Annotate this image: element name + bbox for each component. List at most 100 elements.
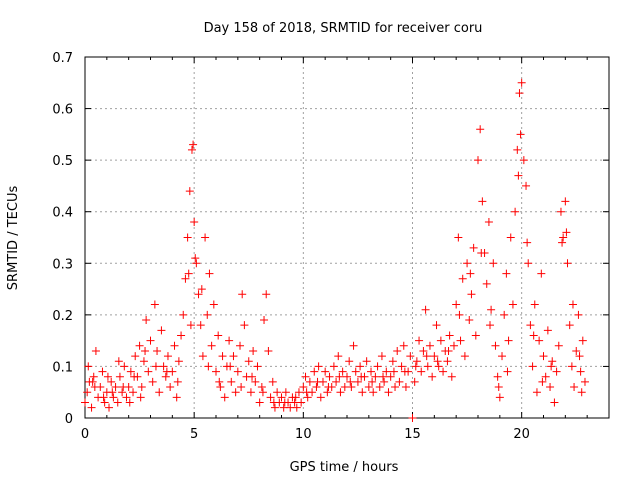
data-point <box>561 197 570 206</box>
data-point <box>351 367 360 376</box>
data-point <box>411 362 420 371</box>
data-point <box>226 362 235 371</box>
data-point <box>90 383 99 392</box>
data-point <box>107 377 116 386</box>
data-point <box>389 367 398 376</box>
data-point <box>412 357 421 366</box>
data-point <box>174 357 183 366</box>
data-point <box>434 362 443 371</box>
data-point <box>539 352 548 361</box>
data-point <box>229 352 238 361</box>
data-point <box>556 207 565 216</box>
data-point <box>397 362 406 371</box>
y-tick-label: 0.1 <box>52 360 73 375</box>
data-point <box>203 310 212 319</box>
data-point <box>563 259 572 268</box>
data-point <box>491 341 500 350</box>
data-point <box>338 367 347 376</box>
data-point <box>567 362 576 371</box>
data-point <box>148 377 157 386</box>
data-point <box>163 352 172 361</box>
data-point <box>577 388 586 397</box>
data-point <box>281 388 290 397</box>
data-point <box>469 243 478 252</box>
data-point <box>329 362 338 371</box>
data-point <box>233 367 242 376</box>
data-point <box>187 145 196 154</box>
data-point <box>335 372 344 381</box>
data-point <box>257 383 266 392</box>
data-point <box>391 383 400 392</box>
data-point <box>292 403 301 412</box>
data-point <box>466 269 475 278</box>
data-point <box>377 352 386 361</box>
data-point <box>204 362 213 371</box>
data-points <box>81 78 589 422</box>
data-point <box>225 336 234 345</box>
data-point <box>262 290 271 299</box>
chart-title: Day 158 of 2018, SRMTID for receiver cor… <box>204 21 483 36</box>
data-point <box>562 228 571 237</box>
data-point <box>477 248 486 257</box>
data-point <box>294 388 303 397</box>
data-point <box>161 372 170 381</box>
data-point <box>575 352 584 361</box>
data-point <box>458 274 467 283</box>
data-point <box>541 372 550 381</box>
y-tick-label: 0.7 <box>52 51 73 66</box>
data-point <box>552 367 561 376</box>
data-point <box>508 300 517 309</box>
data-point <box>248 372 257 381</box>
data-point <box>455 310 464 319</box>
data-point <box>201 233 210 242</box>
axis-ticks: 0 5 10 15 20 0 0.1 0.2 0.3 0.4 0.5 0.6 0.7 <box>52 51 609 442</box>
data-point <box>240 321 249 330</box>
data-point <box>568 300 577 309</box>
data-point <box>578 336 587 345</box>
data-point <box>388 357 397 366</box>
data-point <box>523 238 532 247</box>
data-point <box>321 367 330 376</box>
data-point <box>258 388 267 397</box>
data-point <box>538 377 547 386</box>
data-point <box>316 393 325 402</box>
data-point <box>537 269 546 278</box>
data-point <box>406 352 415 361</box>
data-point <box>253 362 262 371</box>
data-point <box>249 346 258 355</box>
data-point <box>425 341 434 350</box>
data-point <box>190 218 199 227</box>
data-point <box>111 383 120 392</box>
data-point <box>373 362 382 371</box>
data-point <box>401 383 410 392</box>
data-point <box>580 377 589 386</box>
data-point <box>136 393 145 402</box>
y-tick-label: 0.4 <box>52 206 73 221</box>
data-point <box>347 383 356 392</box>
data-point <box>105 403 114 412</box>
data-point <box>84 362 93 371</box>
data-point <box>114 357 123 366</box>
data-point <box>305 377 314 386</box>
data-point <box>135 341 144 350</box>
data-point <box>524 259 533 268</box>
data-point <box>529 331 538 340</box>
data-point <box>189 140 198 149</box>
data-point <box>422 352 431 361</box>
grid <box>85 57 609 418</box>
data-point <box>103 372 112 381</box>
data-point <box>456 336 465 345</box>
data-point <box>570 383 579 392</box>
data-point <box>237 383 246 392</box>
data-point <box>576 367 585 376</box>
data-point <box>170 341 179 350</box>
data-point <box>504 336 513 345</box>
data-point <box>325 372 334 381</box>
y-tick-label: 0.3 <box>52 257 73 272</box>
data-point <box>460 352 469 361</box>
data-point <box>471 331 480 340</box>
data-point <box>324 383 333 392</box>
y-axis-label: SRMTID / TECUs <box>6 186 21 291</box>
data-point <box>393 346 402 355</box>
data-point <box>184 269 193 278</box>
